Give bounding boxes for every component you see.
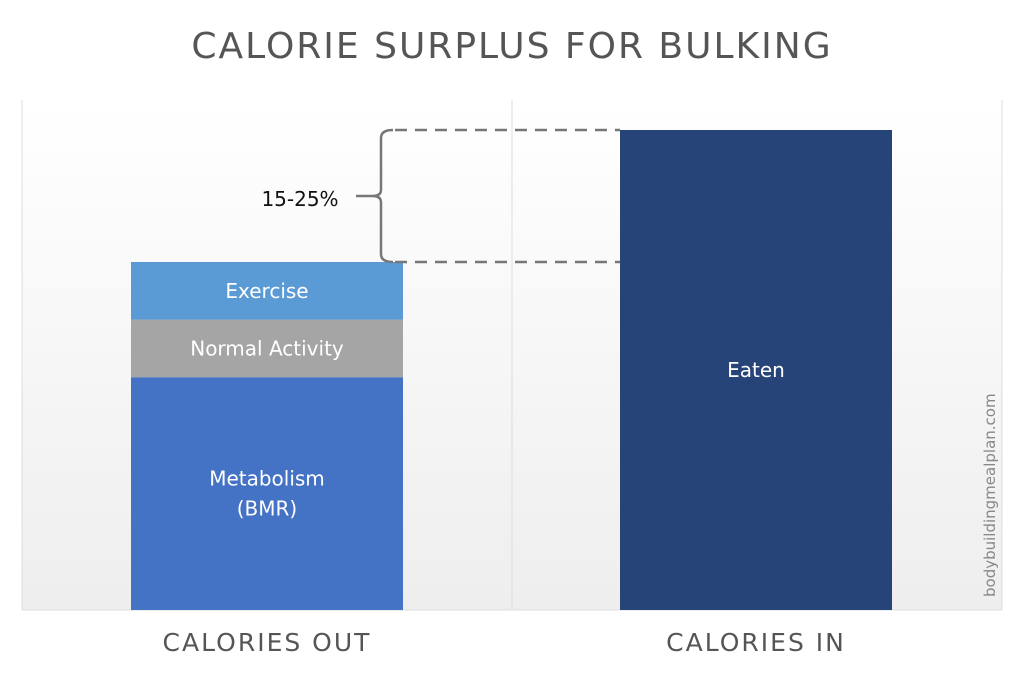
category-label-out: CALORIES OUT [163, 628, 372, 657]
segment-label-metabolism-bmr: Metabolism [209, 467, 325, 491]
segment-label-normal-activity: Normal Activity [190, 336, 344, 360]
surplus-annotation: 15-25% [261, 187, 338, 211]
bar-segment-eaten [620, 130, 892, 610]
segment-label-eaten: Eaten [727, 358, 785, 382]
segment-label-exercise: Exercise [225, 279, 308, 303]
bar-segment-normal-activity [131, 319, 403, 378]
watermark: bodybuildingmealplan.com [981, 393, 999, 597]
bar-segment-metabolism-bmr [131, 377, 403, 610]
category-label-in: CALORIES IN [666, 628, 846, 657]
chart-title: CALORIE SURPLUS FOR BULKING [191, 26, 832, 67]
segment-label-metabolism-bmr: (BMR) [237, 497, 297, 521]
surplus-bracket [356, 128, 620, 264]
bar-segment-exercise [131, 262, 403, 320]
